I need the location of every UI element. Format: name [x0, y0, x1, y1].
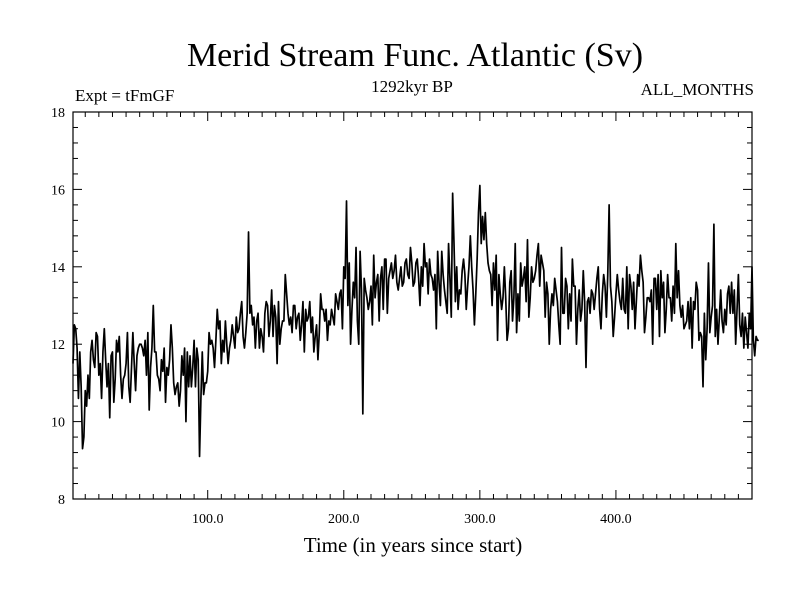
months-label: ALL_MONTHS — [641, 80, 754, 99]
x-axis-label: Time (in years since start) — [304, 533, 523, 557]
series-line — [72, 184, 759, 458]
y-tick-label: 8 — [58, 493, 65, 508]
plot-frame — [72, 111, 753, 500]
y-tick-label: 12 — [51, 338, 65, 353]
y-tick-label: 18 — [51, 106, 65, 121]
tick-marks — [73, 112, 752, 499]
y-tick-label: 16 — [51, 183, 65, 198]
period-label: 1292kyr BP — [371, 77, 453, 96]
x-tick-labels: 100.0 200.0 300.0 400.0 — [192, 512, 632, 527]
x-tick-label: 100.0 — [192, 512, 224, 527]
y-tick-labels: 8 10 12 14 16 18 — [51, 106, 65, 508]
experiment-label: Expt = tFmGF — [75, 86, 174, 105]
x-tick-label: 300.0 — [464, 512, 496, 527]
y-tick-label: 10 — [51, 416, 65, 431]
x-tick-label: 200.0 — [328, 512, 360, 527]
chart-title: Merid Stream Func. Atlantic (Sv) — [187, 37, 643, 74]
y-tick-label: 14 — [51, 261, 65, 276]
x-tick-label: 400.0 — [600, 512, 632, 527]
